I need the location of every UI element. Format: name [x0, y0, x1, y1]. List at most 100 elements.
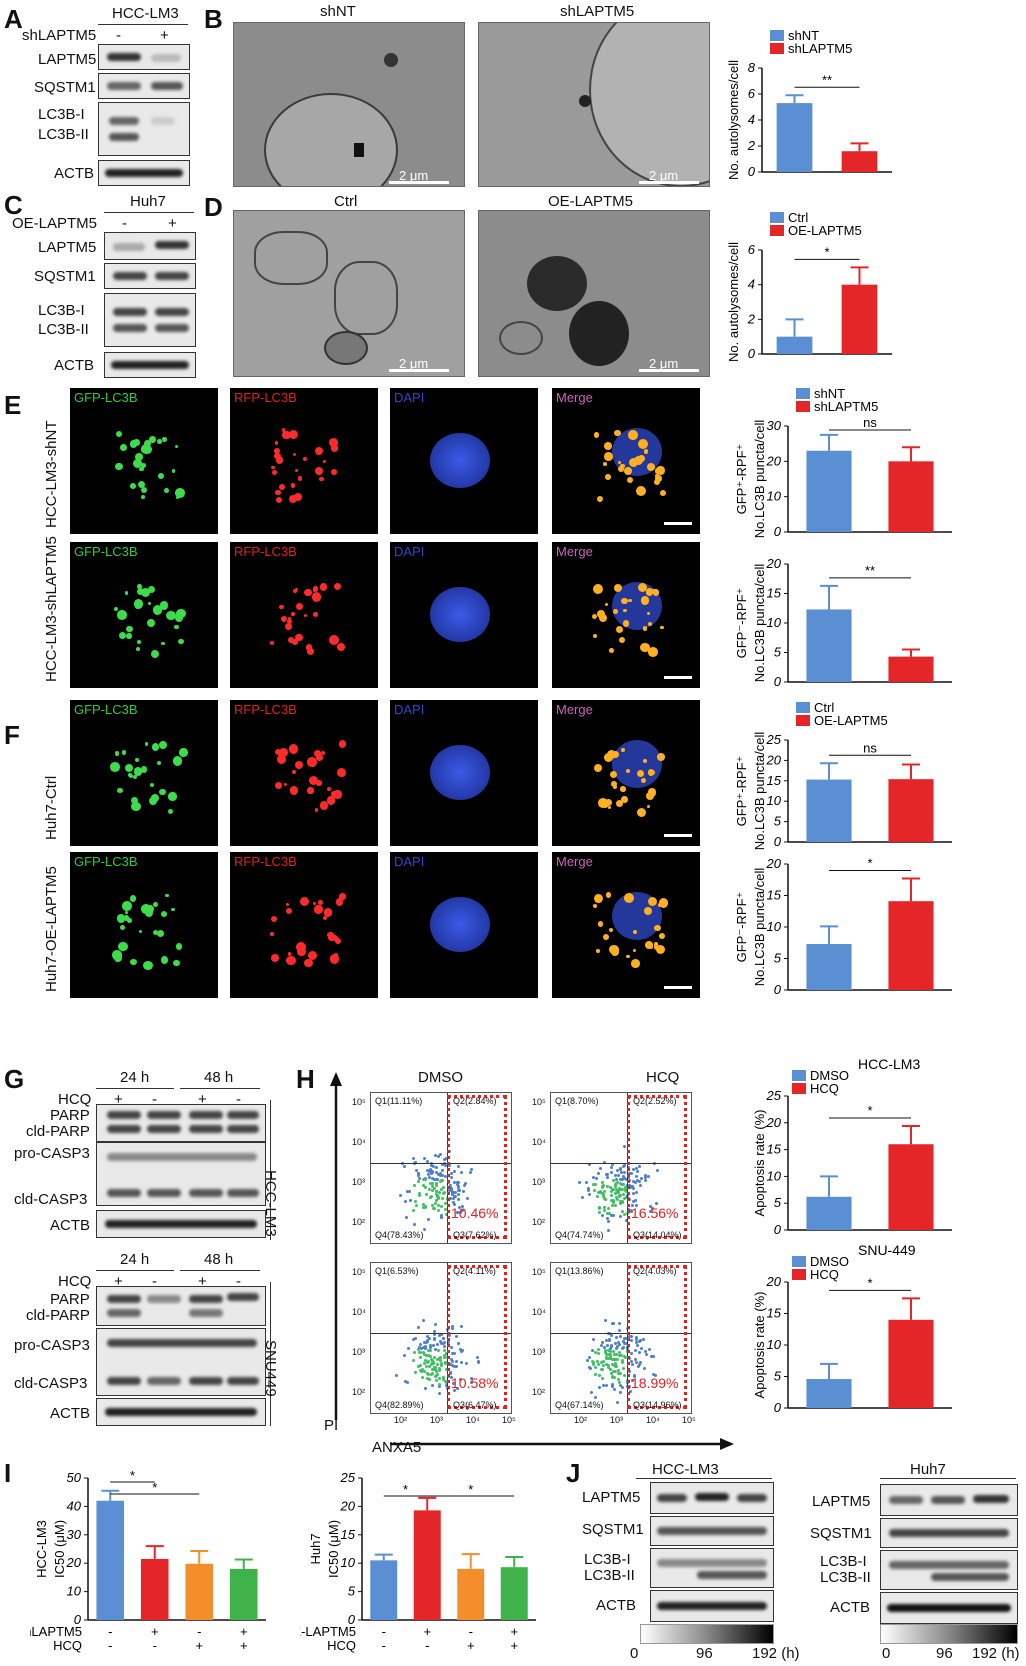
puncta	[611, 948, 619, 957]
flow-event	[402, 1354, 406, 1358]
flow-event	[608, 1347, 612, 1351]
bar	[888, 1319, 934, 1408]
flow-event	[452, 1364, 456, 1368]
flow-event	[634, 1341, 638, 1345]
puncta	[596, 609, 605, 619]
flow-event	[610, 1333, 614, 1337]
blot-c-row-4: LC3B-II	[38, 321, 89, 338]
flow-event	[423, 1345, 427, 1349]
flow-event	[619, 1372, 623, 1376]
puncta	[603, 442, 612, 450]
flow-event	[429, 1182, 433, 1186]
flow-quadrant-q4: Q4(74.74%)	[555, 1230, 604, 1240]
puncta	[329, 438, 338, 447]
puncta	[126, 633, 132, 639]
puncta	[157, 930, 165, 937]
puncta	[276, 456, 284, 464]
flow-event	[630, 1185, 634, 1189]
flow-event	[434, 1366, 438, 1370]
flow-event	[461, 1205, 465, 1209]
flow-quadrant-q2: Q2(4.11%)	[453, 1266, 496, 1276]
blot-g1-actb	[96, 1210, 266, 1238]
condition-sign: +	[195, 1638, 203, 1653]
flow-event	[433, 1337, 437, 1341]
flow-ytick: 10³	[532, 1177, 546, 1187]
fluor-channel-label: RFP-LC3B	[234, 390, 297, 405]
flow-event	[443, 1202, 447, 1206]
puncta	[620, 786, 626, 792]
flow-event	[619, 1177, 623, 1181]
puncta	[307, 951, 317, 961]
significance-mark: ns	[863, 740, 877, 755]
condition-row-label: shLAPTM5	[30, 1624, 82, 1639]
flow-event	[445, 1156, 449, 1160]
puncta	[321, 751, 325, 755]
flow-event	[603, 1350, 607, 1354]
flow-event	[438, 1391, 442, 1395]
flow-event	[428, 1167, 432, 1171]
flow-event	[432, 1355, 436, 1359]
flow-event	[613, 1369, 617, 1373]
bar	[229, 1568, 258, 1620]
flow-plot: Q1(8.70%) Q2(2.52%) Q4(74.74%) Q3(14.04%) 16…	[550, 1092, 692, 1244]
flow-event	[465, 1361, 469, 1365]
flow-event	[599, 1361, 603, 1365]
flow-event	[460, 1209, 464, 1213]
puncta	[179, 748, 188, 757]
flow-event	[606, 1356, 610, 1360]
flow-event	[459, 1360, 463, 1364]
puncta	[643, 907, 653, 916]
puncta	[603, 753, 614, 763]
flow-event	[433, 1333, 437, 1337]
bar	[96, 1500, 125, 1620]
flow-event	[635, 1336, 639, 1340]
puncta	[275, 489, 281, 496]
flow-event	[639, 1338, 643, 1342]
puncta	[295, 602, 304, 611]
flow-gate-h	[371, 1333, 511, 1334]
puncta	[636, 486, 647, 496]
flow-event	[610, 1188, 614, 1192]
fluor-row-label: Huh7-Ctrl	[43, 775, 60, 840]
puncta	[291, 770, 296, 774]
flow-event	[618, 1335, 622, 1339]
blot-j2-row-5: ACTB	[830, 1599, 871, 1616]
puncta	[147, 601, 151, 605]
flow-event	[395, 1373, 399, 1377]
bar	[806, 779, 852, 842]
flow-event	[600, 1343, 604, 1347]
y-tick-label: 15	[767, 1306, 782, 1321]
flow-event	[418, 1351, 422, 1355]
blot-g2-row-3: pro-CASP3	[14, 1337, 90, 1354]
panel-label-b: B	[204, 4, 223, 34]
flow-event	[422, 1178, 426, 1182]
puncta	[621, 748, 625, 752]
flow-event	[408, 1198, 412, 1202]
y-tick-label: 25	[340, 1470, 356, 1485]
puncta	[643, 759, 647, 763]
blot-j1-tick-1: 0	[630, 1645, 639, 1662]
flow-event	[591, 1337, 595, 1341]
flow-event	[422, 1370, 426, 1374]
y-tick-label: 20	[766, 1274, 782, 1289]
puncta	[295, 942, 306, 953]
flow-event	[619, 1168, 623, 1172]
flow-event	[424, 1347, 428, 1351]
puncta	[131, 804, 137, 810]
flow-event	[451, 1200, 455, 1204]
puncta	[273, 447, 281, 455]
flow-event	[451, 1382, 455, 1386]
y-tick-label: 8	[748, 60, 756, 75]
flow-event	[606, 1365, 610, 1369]
flow-event	[603, 1198, 607, 1202]
puncta	[607, 806, 611, 810]
flow-event	[456, 1181, 460, 1185]
puncta	[628, 457, 639, 467]
flow-event	[405, 1190, 409, 1193]
flow-event	[606, 1206, 610, 1210]
flow-event	[603, 1319, 607, 1323]
flow-event	[424, 1358, 428, 1362]
puncta	[140, 486, 148, 494]
y-tick-label: 15	[767, 586, 782, 601]
flow-event	[618, 1351, 622, 1355]
